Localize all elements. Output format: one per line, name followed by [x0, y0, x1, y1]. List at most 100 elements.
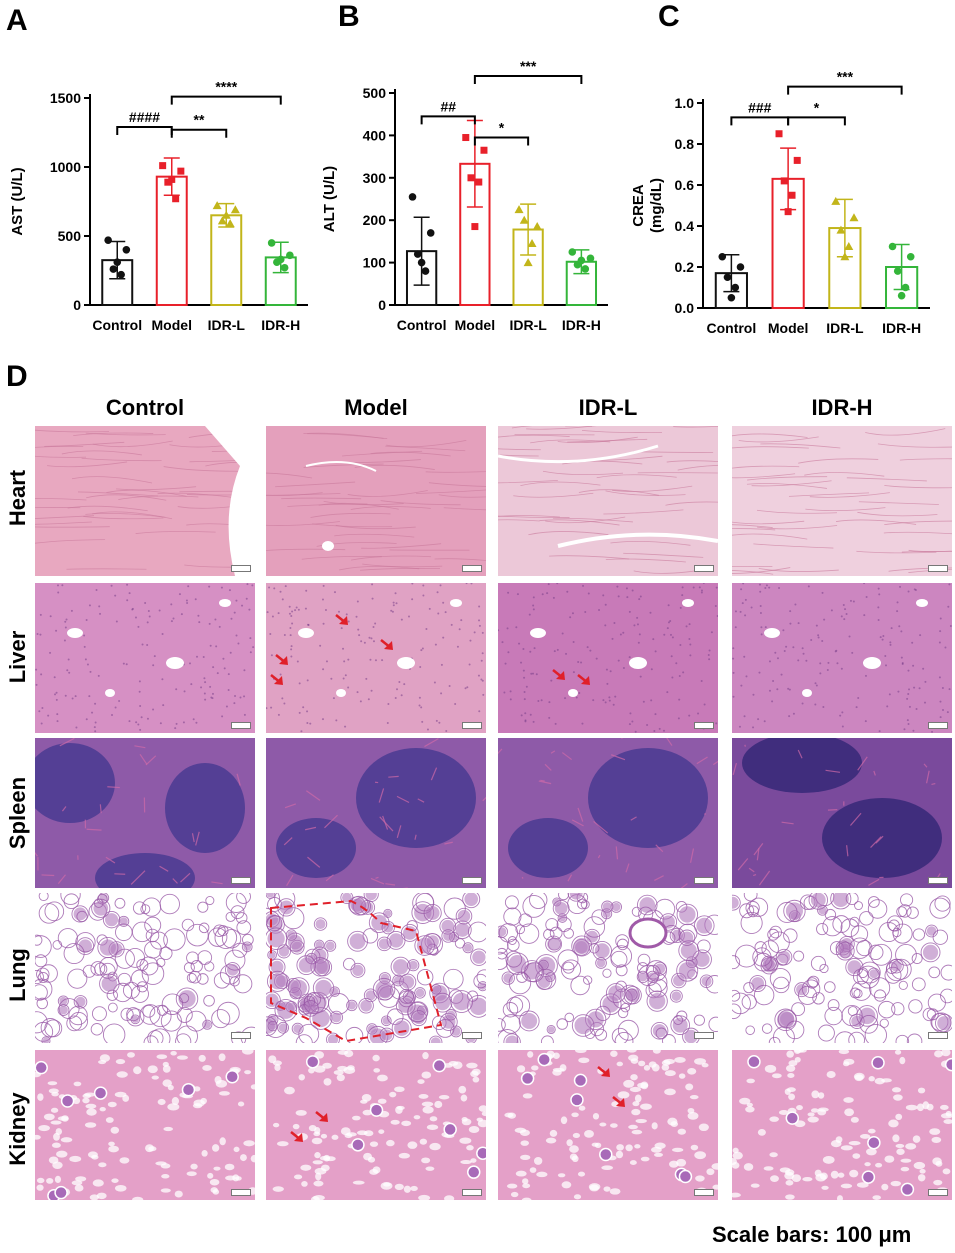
data-point — [408, 193, 417, 201]
data-point — [475, 178, 483, 186]
row-heading-liver: Liver — [5, 630, 30, 684]
scale-bar — [928, 722, 948, 729]
data-point — [276, 255, 285, 264]
data-point — [831, 196, 841, 205]
scale-bar — [928, 877, 948, 884]
significance-bracket — [420, 115, 476, 125]
data-point — [581, 265, 590, 273]
data-point — [221, 210, 231, 219]
scale-bar — [462, 1189, 482, 1196]
category-label: Model — [455, 317, 495, 333]
scale-bar — [231, 1032, 251, 1039]
data-point — [527, 239, 537, 248]
scale-bar — [462, 877, 482, 884]
alt-bar-chart: 0 100 200 300 400 500 ALT (U/L) Control Model IDR… — [321, 58, 608, 333]
data-point — [122, 246, 131, 254]
scale-bar — [231, 565, 251, 572]
data-point — [523, 258, 533, 267]
y-tick-label: 500 — [363, 85, 387, 101]
data-point — [217, 216, 227, 225]
data-point — [286, 251, 294, 260]
category-label: Model — [768, 320, 808, 336]
category-label: IDR-L — [826, 320, 864, 336]
histology-image-heart-control — [35, 426, 255, 576]
histology-image-heart-model — [266, 426, 486, 576]
scale-bar — [462, 1032, 482, 1039]
scale-bar — [928, 1032, 948, 1039]
column-heading-idr-h: IDR-H — [811, 395, 873, 420]
histology-image-lung-model — [266, 893, 486, 1043]
data-point — [212, 201, 222, 210]
histology-image-heart-idr-l — [498, 426, 718, 576]
category-label: IDR-L — [208, 317, 246, 333]
y-tick-label: 0.6 — [675, 177, 695, 193]
data-point — [471, 223, 479, 231]
histology-image-kidney-idr-h — [732, 1050, 952, 1200]
crea-bar-chart: 0.0 0.2 0.4 0.6 0.8 1.0 CREA(mg/dL) Control Mode… — [630, 69, 930, 336]
scale-bar — [231, 1189, 251, 1196]
data-point — [718, 252, 727, 261]
y-tick-label: 400 — [363, 127, 387, 143]
column-heading-control: Control — [105, 395, 185, 420]
data-point — [177, 167, 185, 175]
scale-bar — [694, 565, 714, 572]
scale-bar — [928, 1189, 948, 1196]
category-label: Control — [706, 320, 756, 336]
significance-label: ## — [440, 98, 456, 114]
data-point — [519, 215, 529, 224]
data-point — [421, 267, 430, 275]
data-point — [532, 222, 542, 231]
data-point — [462, 134, 470, 142]
data-point — [844, 242, 854, 250]
category-label: IDR-H — [261, 317, 300, 333]
y-axis-label: CREA(mg/dL) — [630, 178, 665, 233]
scale-bar — [231, 877, 251, 884]
histology-image-liver-model — [266, 583, 486, 733]
y-tick-label: 1.0 — [675, 95, 695, 111]
histology-image-liver-control — [35, 583, 255, 733]
data-point — [901, 283, 910, 292]
scale-bar-caption: Scale bars: 100 μm — [712, 1222, 912, 1247]
scale-bar — [928, 565, 948, 572]
histology-image-heart-idr-h — [732, 426, 952, 576]
significance-bracket — [473, 75, 583, 85]
data-point — [280, 263, 289, 272]
data-point — [784, 208, 792, 216]
scale-bar — [694, 1189, 714, 1196]
data-point — [736, 263, 745, 271]
data-point — [113, 258, 122, 267]
y-tick-label: 0.2 — [675, 259, 695, 275]
scale-bar — [694, 1032, 714, 1039]
data-point — [267, 239, 276, 247]
histology-image-kidney-model — [266, 1050, 486, 1200]
significance-label: ** — [194, 112, 205, 128]
significance-label: *** — [837, 69, 854, 85]
significance-label: * — [814, 99, 820, 115]
data-point — [172, 195, 180, 203]
data-point — [906, 252, 915, 261]
panel-letter-b: B — [338, 0, 360, 33]
data-point — [225, 219, 235, 228]
histology-image-spleen-control — [35, 738, 255, 888]
data-point — [230, 205, 240, 214]
data-point — [836, 225, 846, 234]
scale-bar — [694, 722, 714, 729]
data-point — [731, 283, 740, 292]
scale-bar — [462, 722, 482, 729]
data-point — [775, 130, 783, 138]
data-point — [413, 250, 422, 258]
category-label: Control — [397, 317, 447, 333]
y-tick-label: 200 — [363, 212, 387, 228]
data-point — [849, 213, 859, 222]
y-tick-label: 0.8 — [675, 136, 695, 152]
significance-bracket — [787, 116, 846, 126]
data-point — [893, 267, 902, 275]
y-tick-label: 0.4 — [675, 218, 695, 234]
y-tick-label: 0 — [378, 297, 386, 313]
data-point — [104, 236, 112, 244]
histology-image-kidney-idr-l — [498, 1050, 718, 1200]
significance-bracket — [473, 136, 530, 146]
y-tick-label: 100 — [363, 255, 387, 271]
data-point — [417, 258, 426, 267]
significance-bracket — [116, 125, 173, 135]
